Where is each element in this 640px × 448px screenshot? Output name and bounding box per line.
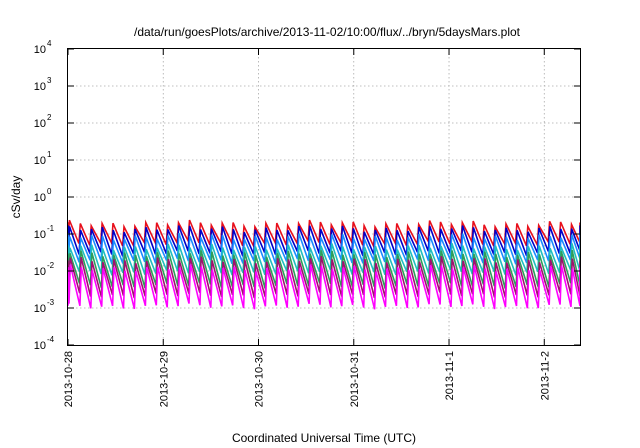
y-tick-exponent: -3 xyxy=(47,298,55,307)
y-tick-label: 10 xyxy=(34,81,46,93)
y-tick-exponent: 4 xyxy=(47,39,52,48)
x-tick-label: 2013-10-29 xyxy=(158,351,170,407)
x-tick-label: 2013-11-2 xyxy=(539,351,551,400)
y-tick-exponent: -1 xyxy=(47,224,55,233)
tick-layer xyxy=(67,48,580,346)
y-tick-label: 10 xyxy=(34,266,46,278)
y-tick-label: 10 xyxy=(34,44,46,56)
y-tick-exponent: 2 xyxy=(47,113,52,122)
y-tick-label: 10 xyxy=(34,192,46,204)
chart-title: /data/run/goesPlots/archive/2013-11-02/1… xyxy=(134,25,521,39)
y-tick-exponent: 0 xyxy=(47,187,52,196)
plot-frame xyxy=(67,48,581,346)
y-tick-label: 10 xyxy=(34,118,46,130)
series-layer xyxy=(67,219,581,310)
y-tick-label: 10 xyxy=(34,340,46,352)
y-axis-label: cSv/day xyxy=(9,176,23,219)
x-axis-label: Coordinated Universal Time (UTC) xyxy=(232,431,416,445)
y-tick-exponent: 3 xyxy=(47,76,52,85)
x-tick-label: 2013-10-28 xyxy=(63,351,75,407)
y-tick-exponent: -4 xyxy=(47,335,55,344)
x-tick-label: 2013-10-30 xyxy=(254,351,266,407)
y-tick-exponent: -2 xyxy=(47,261,55,270)
x-tick-label: 2013-11-1 xyxy=(444,351,456,400)
y-tick-exponent: 1 xyxy=(47,150,52,159)
y-tick-label: 10 xyxy=(34,155,46,167)
y-tick-label: 10 xyxy=(34,229,46,241)
x-tick-label: 2013-10-31 xyxy=(349,351,361,407)
x-tick-labels: 2013-10-28 2013-10-29 2013-10-30 2013-10-31… xyxy=(63,351,551,407)
y-tick-label: 10 xyxy=(34,303,46,315)
series-line xyxy=(67,264,581,310)
